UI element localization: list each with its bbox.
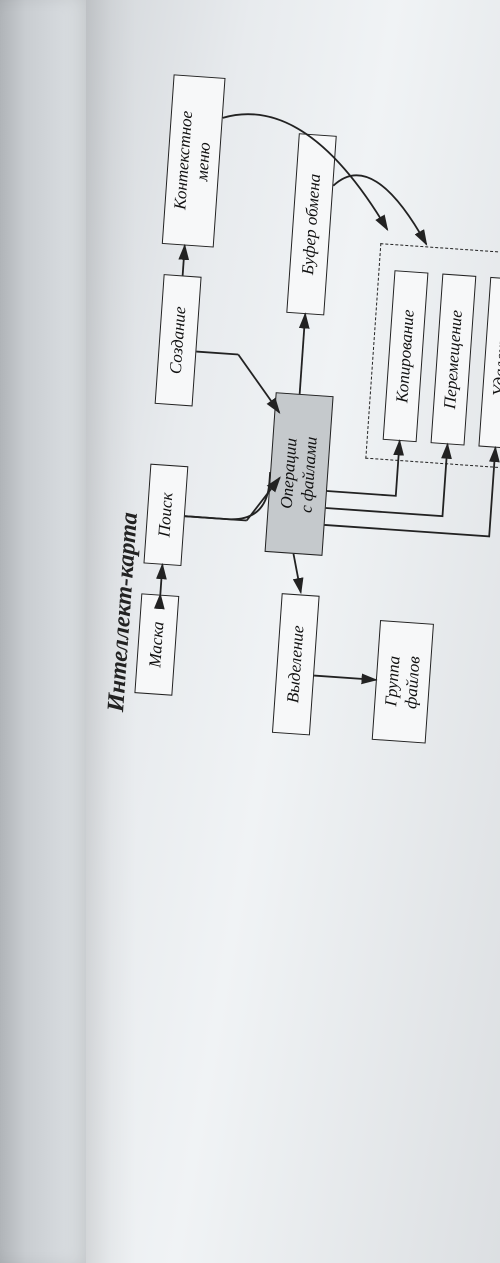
mind-map-diagram: Интеллект-карта Маска Поиск Создание Кон… bbox=[0, 338, 500, 925]
page-photo: Интеллект-карта Маска Поиск Создание Кон… bbox=[0, 0, 500, 1263]
connectors bbox=[0, 0, 500, 920]
